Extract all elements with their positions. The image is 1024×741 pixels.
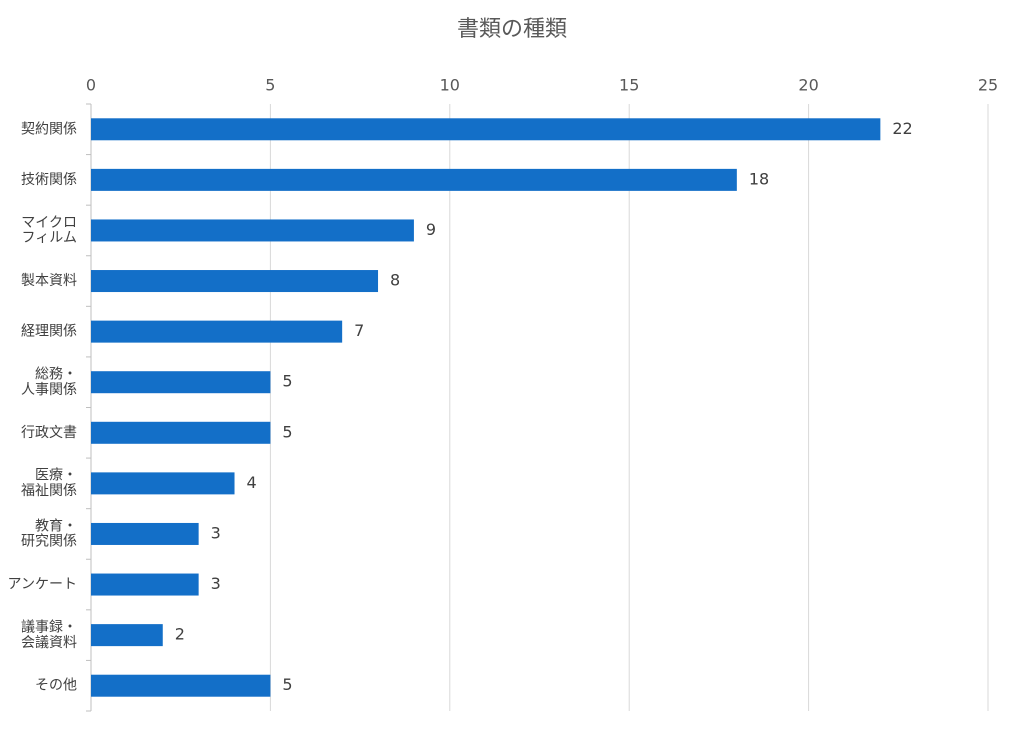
value-label: 3 [211, 574, 221, 593]
value-label: 7 [354, 321, 364, 340]
x-tick-label: 15 [619, 76, 639, 95]
x-tick-label: 25 [978, 76, 998, 95]
value-label: 5 [282, 372, 292, 391]
bar [91, 472, 235, 495]
bar [91, 421, 271, 444]
y-tick-label: 製本資料 [21, 273, 77, 289]
bar [91, 168, 737, 191]
bar [91, 371, 271, 394]
y-tick-label: 行政文書 [21, 425, 77, 441]
y-tick-label: マイクロフィルム [21, 215, 77, 246]
y-tick-label: 医療・福祉関係 [21, 467, 77, 499]
x-tick-label: 10 [440, 76, 460, 95]
y-tick-label: アンケート [8, 577, 77, 593]
value-label: 4 [247, 473, 257, 492]
y-tick-label: 教育・研究関係 [21, 518, 77, 549]
x-tick-label: 20 [798, 76, 818, 95]
x-tick-label: 5 [265, 76, 275, 95]
y-tick-label: 経理関係 [21, 324, 77, 340]
bar [91, 320, 343, 343]
value-label: 8 [390, 271, 400, 290]
value-label: 5 [282, 422, 292, 441]
y-tick-label: 議事録・会議資料 [21, 618, 77, 650]
bar [91, 219, 414, 242]
bar [91, 118, 881, 141]
bar [91, 674, 271, 697]
value-label: 22 [892, 119, 912, 138]
value-label: 9 [426, 220, 436, 239]
y-tick-label: 技術関係 [21, 172, 77, 188]
bar [91, 522, 199, 545]
bar [91, 270, 379, 293]
y-tick-label: その他 [35, 678, 77, 694]
y-tick-label: 総務・人事関係 [21, 367, 77, 398]
value-label: 2 [175, 625, 185, 644]
chart-title: 書類の種類 [457, 17, 567, 42]
y-tick-label: 契約関係 [21, 121, 77, 137]
value-label: 18 [749, 169, 769, 188]
bar [91, 624, 163, 647]
value-label: 5 [282, 675, 292, 694]
x-tick-label: 0 [86, 76, 96, 95]
value-label: 3 [211, 523, 221, 542]
bar [91, 573, 199, 596]
